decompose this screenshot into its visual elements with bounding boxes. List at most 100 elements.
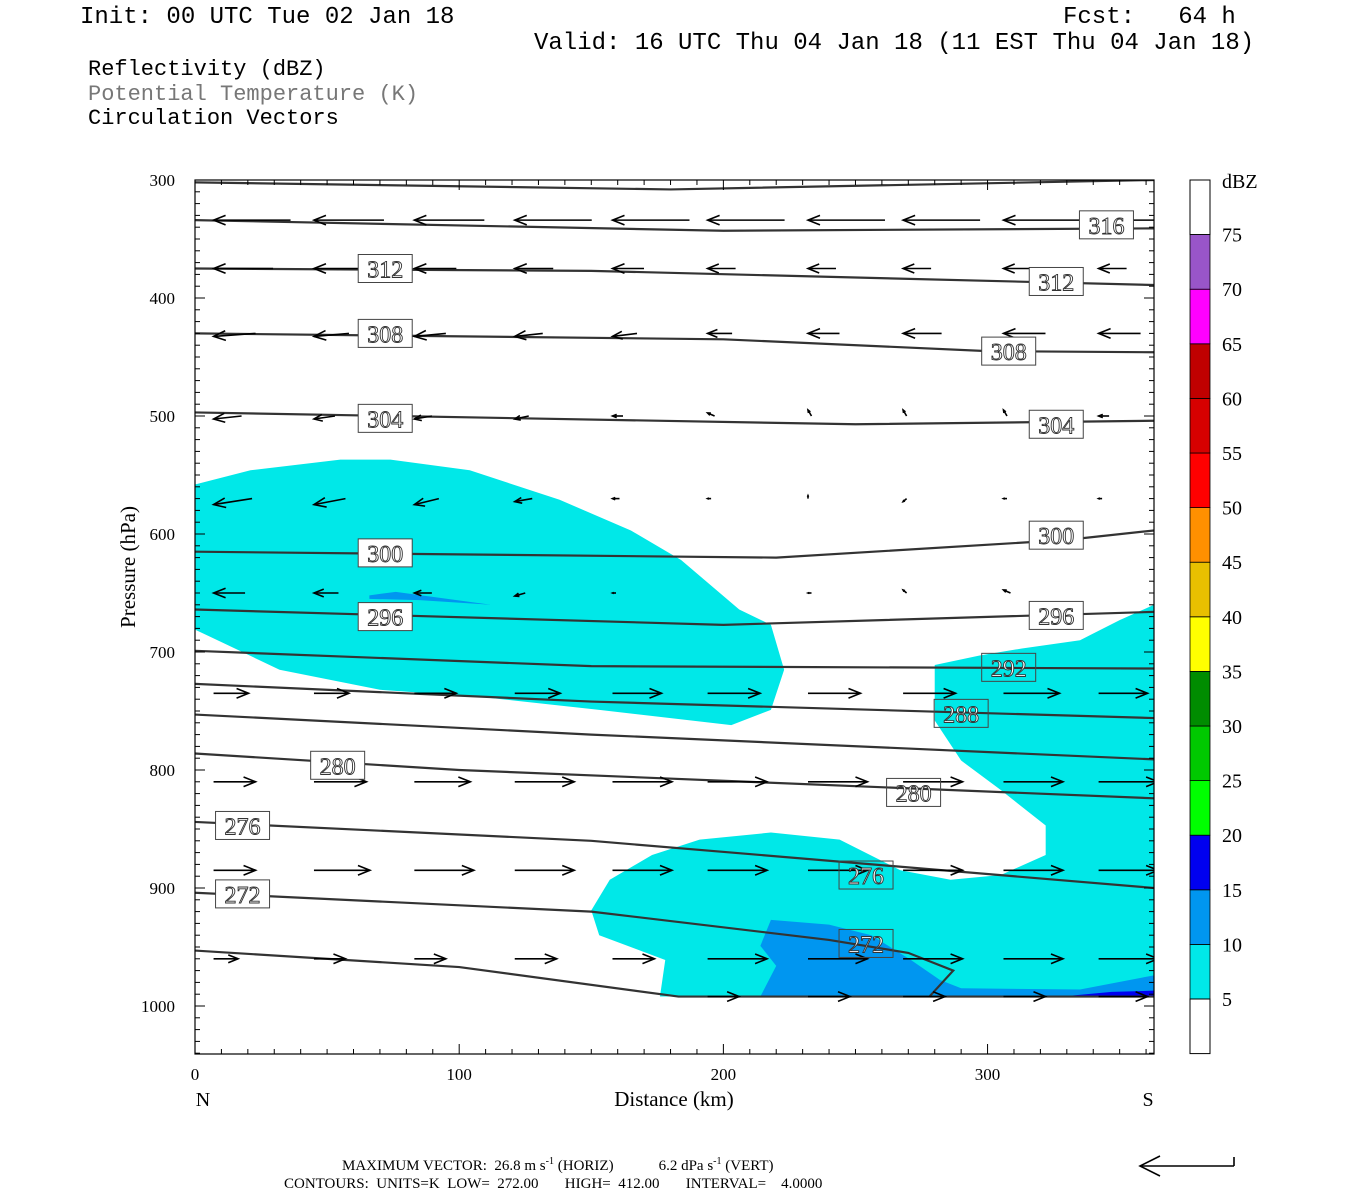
circulation-vector [901,588,908,594]
vector-head [512,592,520,598]
vector-head [754,776,770,788]
vector-head [243,776,258,788]
circulation-vector [414,687,459,699]
circulation-vector [1003,776,1066,788]
circulation-vector [211,497,253,509]
y-tick-label: 900 [150,879,176,898]
contour-label: 280 [320,754,356,780]
circulation-vector [414,864,477,876]
vector-head [1145,776,1154,788]
circulation-vector [211,587,246,599]
theta-contour-288 [195,682,1154,720]
colorbar-tick-label: 25 [1222,771,1242,793]
vector-head [642,953,657,965]
vector-head [805,263,820,274]
vector-head [211,330,227,342]
vector-head [412,262,427,275]
contour-label: 276 [225,814,261,840]
vector-head [1001,497,1006,500]
circulation-vector [512,592,526,598]
contour-label: 304 [1038,413,1074,439]
vector-head [659,776,675,788]
circulation-vector [1003,991,1048,1003]
x-tick-label: 0 [191,1065,200,1084]
max-horiz-unit: (HORIZ) [557,1158,614,1174]
circulation-vector [612,776,675,788]
colorbar-tick-label: 65 [1222,334,1242,356]
circulation-vector [1003,687,1062,699]
colorbar-segment [1189,725,1211,781]
plot-layer [195,180,1154,1003]
vector-head [1145,953,1154,965]
vector-shaft [213,497,253,506]
circulation-vector [707,687,763,699]
contour-label-box [357,403,413,433]
circulation-vector [806,408,813,417]
contour-label: 316 [1088,214,1124,240]
vector-shaft [414,497,440,506]
vector-shaft [514,497,533,503]
circulation-vector [1096,497,1103,500]
circulation-vector [412,497,440,507]
vector-head [512,414,521,421]
vector-head [561,776,577,788]
reflectivity-area-10dbz [760,919,1154,997]
contour-label: 300 [367,542,403,568]
colorbar-segment [1189,889,1211,945]
vector-head [848,687,863,699]
vector-shaft [414,415,432,420]
vector-head [236,687,251,699]
vector-head [950,953,965,965]
circulation-vector [211,262,274,275]
colorbar-tick-label: 10 [1222,934,1242,956]
theta-contour-316 [195,219,1154,232]
colorbar-tick-label: 50 [1222,498,1242,520]
circulation-vector [412,329,446,341]
circulation-vector [213,864,258,876]
circulation-vector [612,864,675,876]
contours-info: CONTOURS: UNITS=K LOW= 272.00 HIGH= 412.… [284,1176,823,1192]
vector-head [333,953,348,965]
circulation-vector [1098,776,1154,788]
vector-head [610,330,623,340]
contour-label: 272 [848,932,884,958]
legend-reflectivity: Reflectivity (dBZ) [88,57,326,82]
vector-head [754,864,770,876]
colorbar-tick-label: 70 [1222,279,1242,301]
vector-head [610,591,615,595]
circulation-vector [903,991,948,1003]
vector-head [950,864,965,876]
vector-head [444,687,459,699]
colorbar-tick-label: 60 [1222,388,1242,410]
circulation-vector [211,412,242,424]
contour-label-box [981,336,1037,366]
colorbar-segment [1189,452,1211,508]
colorbar-tick-label: 35 [1222,661,1242,683]
max-horiz: 26.8 m s [494,1158,546,1174]
theta-contour-304 [195,411,1154,426]
colorbar-segment [1189,288,1211,345]
vector-head [211,497,227,509]
circulation-vector [805,591,812,595]
legend-theta: Potential Temperature (K) [88,82,419,107]
vector-head [412,589,422,597]
vector-head [1096,327,1111,339]
circulation-vector [705,328,733,339]
vector-head [243,864,258,876]
vector-head [1135,687,1150,699]
vector-head [855,953,870,965]
circulation-vector [514,776,577,788]
colorbar-segment [1189,944,1211,1000]
vector-head [211,214,226,226]
colorbar-title: dBZ [1222,171,1258,193]
contour-label: 312 [367,258,403,284]
y-tick-label: 1000 [141,997,175,1016]
vector-shaft [414,332,446,338]
y-tick-label: 800 [150,761,176,780]
colorbar-segment [1189,616,1211,672]
circulation-vector [900,214,981,226]
vector-head [357,864,373,876]
vector-head [805,591,810,595]
circulation-vector [612,687,664,699]
circulation-vector [1098,953,1154,965]
